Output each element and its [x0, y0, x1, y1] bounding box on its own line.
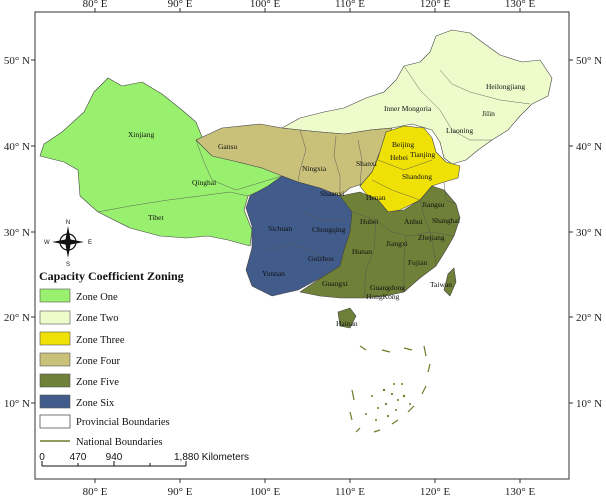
province-label-yunnan: Yunnan — [262, 269, 285, 278]
legend-label-zone-three: Zone Three — [76, 335, 125, 346]
province-label-shaanxi: Shaanxi — [320, 189, 344, 198]
province-label-taiwan: Taiwan — [430, 280, 452, 289]
province-label-shanxi: Shanxi — [356, 159, 377, 168]
south-sea-boundaries — [349, 345, 431, 433]
left-latitude-label: 10° N — [4, 398, 30, 410]
bottom-longitude-label: 110° E — [335, 486, 365, 498]
top-longitude-label: 100° E — [250, 0, 281, 10]
zone-five-region — [299, 185, 461, 299]
right-latitude-label: 50° N — [576, 55, 602, 67]
province-label-jiangxi: Jiangxi — [386, 239, 408, 248]
province-label-shandong: Shandong — [402, 172, 432, 181]
province-label-chongqing: Chongqing — [312, 225, 346, 234]
compass-w-label: W — [44, 240, 50, 246]
zone-one-region — [39, 77, 283, 247]
legend-label-national-boundaries: National Boundaries — [76, 437, 163, 448]
province-label-hainan: Hainan — [336, 319, 358, 328]
legend-swatch-zone-four — [39, 352, 71, 367]
legend-swatch-zone-three — [39, 331, 71, 346]
left-latitude-label: 30° N — [4, 227, 30, 239]
legend-label-provincial-boundaries: Provincial Boundaries — [76, 417, 170, 428]
scale-tick-label: 1,880 Kilometers — [174, 452, 249, 463]
legend-swatch-provincial-boundaries — [39, 414, 71, 429]
right-latitude-label: 10° N — [576, 398, 602, 410]
scale-tick-label: 0 — [39, 452, 45, 463]
province-label-inner-mongolia: Inner Mongoria — [384, 104, 432, 113]
right-latitude-label: 40° N — [576, 141, 602, 153]
province-labels: Xinjiang Qinghai Tibet Gansu Ningxia Sha… — [128, 82, 525, 328]
compass-n-label: N — [66, 220, 70, 226]
top-longitude-label: 130° E — [505, 0, 536, 10]
top-longitude-label: 80° E — [83, 0, 108, 10]
province-label-shanghai: Shanghai — [432, 216, 460, 225]
provincial-boundaries — [97, 65, 531, 299]
province-label-heilongjiang: Heilongjiang — [486, 82, 525, 91]
bottom-longitude-label: 130° E — [505, 486, 536, 498]
compass-rose: N S E W — [44, 220, 92, 268]
legend-label-zone-five: Zone Five — [76, 377, 119, 388]
legend-label-zone-four: Zone Four — [76, 356, 121, 367]
scale-tick-label: 940 — [106, 452, 123, 463]
province-label-hunan: Hunan — [352, 247, 372, 256]
legend: Capacity Coefficient Zoning Zone One Zon… — [39, 269, 184, 448]
legend-swatch-zone-six — [39, 394, 71, 409]
legend-label-zone-two: Zone Two — [76, 313, 119, 324]
left-latitude-label: 20° N — [4, 312, 30, 324]
province-label-gansu: Gansu — [218, 142, 237, 151]
south-sea-islands — [365, 383, 411, 421]
compass-s-label: S — [66, 262, 70, 268]
province-label-ningxia: Ningxia — [302, 164, 327, 173]
province-label-guangdong: Guangdong — [370, 283, 405, 292]
province-label-hongkong: HongKong — [366, 292, 400, 301]
compass-north-arrow-icon — [65, 226, 71, 242]
province-label-anhui: Anhui — [404, 217, 423, 226]
province-label-guangxi: Guangxi — [322, 279, 348, 288]
bottom-longitude-label: 100° E — [250, 486, 281, 498]
taiwan-island — [443, 267, 457, 297]
province-label-henan: Henan — [366, 193, 386, 202]
province-label-tianjin: Tianjing — [410, 150, 435, 159]
left-latitude-label: 50° N — [4, 55, 30, 67]
legend-swatch-zone-two — [39, 310, 71, 325]
legend-label-zone-six: Zone Six — [76, 398, 115, 409]
province-label-jilin: Jilin — [482, 109, 495, 118]
bottom-longitude-label: 90° E — [168, 486, 193, 498]
zone-regions — [39, 29, 553, 329]
scale-bar: 0 470 940 1,880 Kilometers — [39, 452, 249, 467]
top-longitude-label: 90° E — [168, 0, 193, 10]
province-label-fujian: Fujian — [408, 258, 427, 267]
province-label-guizhou: Guizhou — [308, 254, 334, 263]
province-label-tibet: Tibet — [148, 213, 164, 222]
graticule-ticks — [31, 8, 573, 483]
scale-tick-label: 470 — [70, 452, 87, 463]
top-longitude-label: 110° E — [335, 0, 365, 10]
left-latitude-label: 40° N — [4, 141, 30, 153]
legend-swatch-zone-five — [39, 373, 71, 388]
bottom-longitude-label: 120° E — [420, 486, 451, 498]
compass-e-label: E — [88, 240, 92, 246]
province-label-hebei: Hebei — [390, 153, 408, 162]
right-latitude-label: 30° N — [576, 227, 602, 239]
province-label-liaoning: Liaoning — [446, 126, 473, 135]
right-latitude-label: 20° N — [576, 312, 602, 324]
province-label-jiangsu: Jiangsu — [422, 200, 445, 209]
province-label-beijing: Beijing — [392, 140, 414, 149]
province-label-sichuan: Sichuan — [268, 224, 292, 233]
province-label-xinjiang: Xinjiang — [128, 130, 154, 139]
bottom-longitude-label: 80° E — [83, 486, 108, 498]
zone-two-region — [281, 29, 553, 165]
legend-label-zone-one: Zone One — [76, 292, 118, 303]
legend-swatch-zone-one — [39, 288, 71, 303]
province-label-zhejiang: Zhejiang — [418, 233, 445, 242]
hainan-island — [337, 307, 357, 329]
top-longitude-label: 120° E — [420, 0, 451, 10]
legend-title: Capacity Coefficient Zoning — [39, 269, 184, 283]
province-label-qinghai: Qinghai — [192, 178, 216, 187]
province-label-hubei: Hubei — [360, 217, 378, 226]
